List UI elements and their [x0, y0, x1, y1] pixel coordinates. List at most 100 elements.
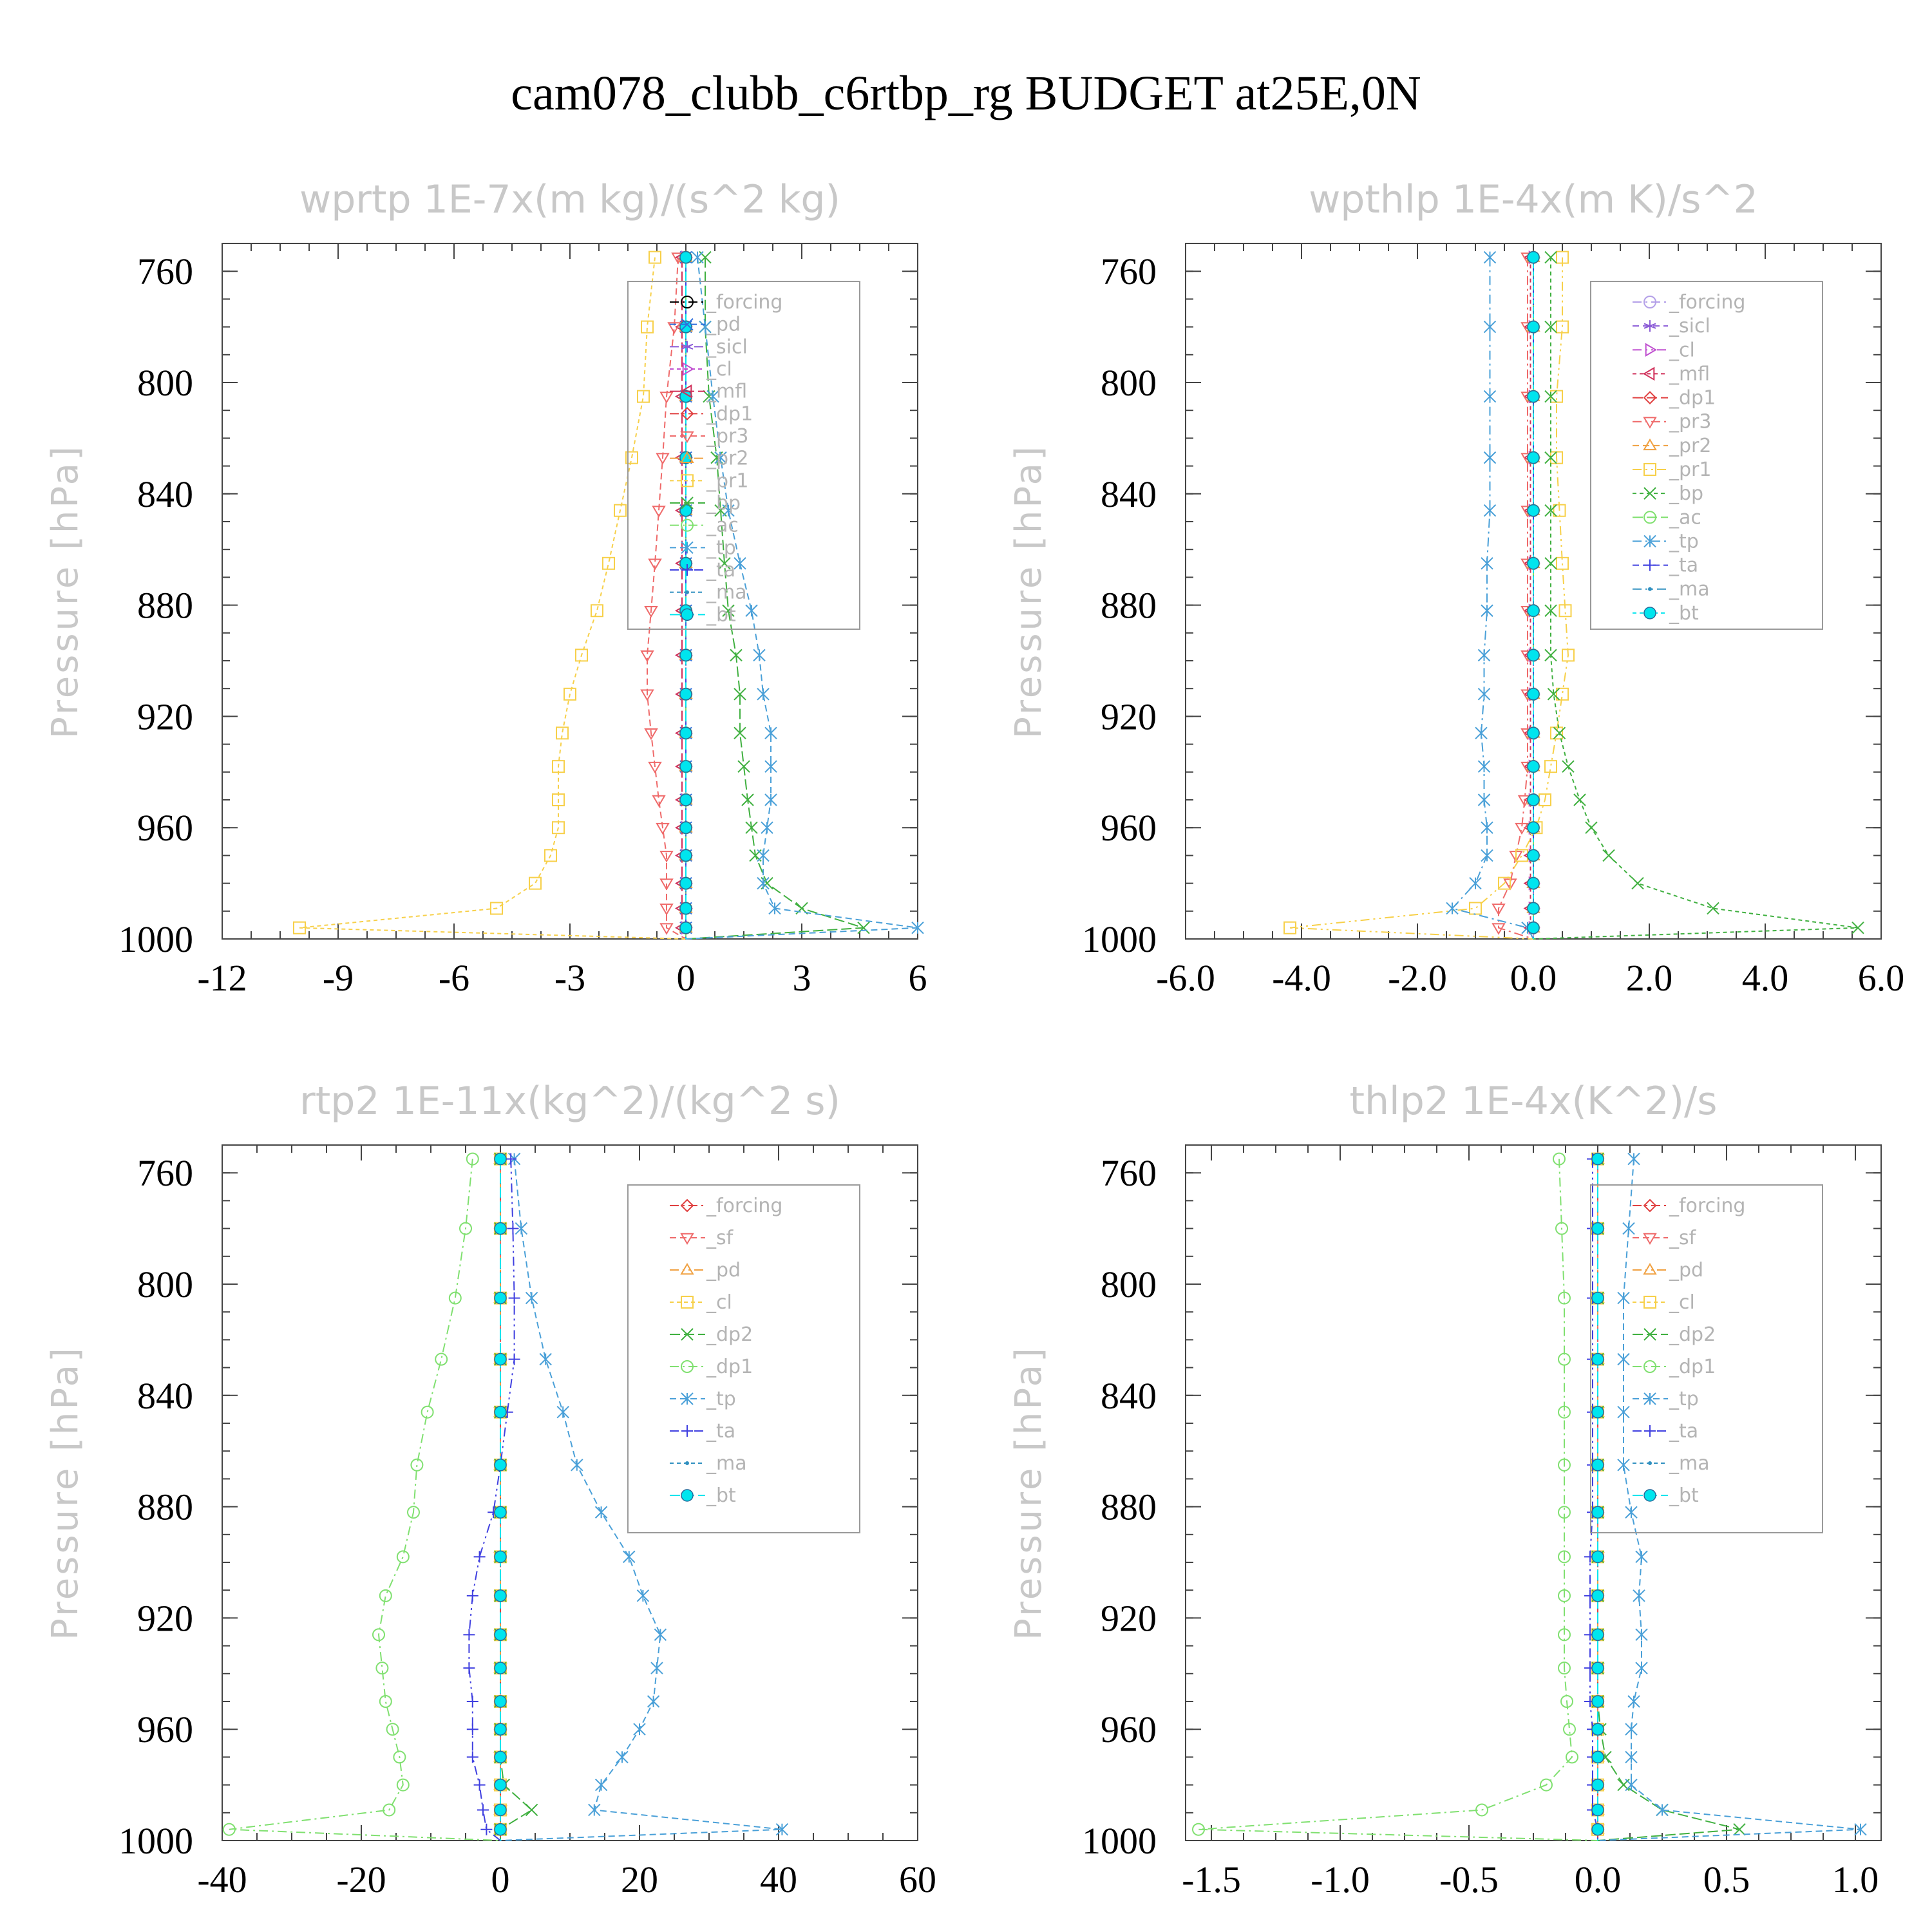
data-point	[507, 1222, 519, 1235]
data-point	[1558, 1506, 1571, 1519]
legend-marker	[681, 1360, 694, 1373]
legend-marker	[682, 362, 694, 376]
x-tick-label: 0.0	[1510, 957, 1557, 999]
y-axis-label: Pressure [hPa]	[44, 1345, 86, 1640]
data-point	[1733, 1823, 1746, 1836]
legend-marker	[1643, 1263, 1657, 1275]
x-tick-label: -3	[554, 957, 585, 999]
legend-label: _forcing	[706, 291, 782, 314]
legend-label: _ma	[1669, 578, 1710, 601]
y-tick-label: 800	[1101, 362, 1157, 404]
data-point	[1527, 902, 1540, 915]
data-point	[1527, 320, 1540, 334]
y-tick-label: 840	[1101, 473, 1157, 515]
data-point	[745, 821, 758, 834]
legend-label: _dp1	[1669, 1356, 1716, 1378]
legend-marker	[680, 1263, 694, 1275]
data-point	[1547, 688, 1560, 701]
data-point	[602, 556, 615, 570]
series-dp1	[1192, 1152, 1598, 1841]
data-point	[1481, 557, 1493, 570]
x-tick-label: -6.0	[1156, 957, 1215, 999]
data-point	[1558, 1628, 1571, 1642]
series-line	[1589, 1159, 1598, 1841]
legend-marker	[1643, 1392, 1656, 1405]
data-point	[764, 760, 777, 773]
data-point	[757, 849, 770, 862]
data-point	[1544, 504, 1557, 517]
x-tick-label: 4.0	[1742, 957, 1789, 999]
data-point	[544, 849, 557, 862]
series-line	[1533, 257, 1859, 940]
data-point	[679, 649, 692, 662]
legend-marker	[685, 1461, 689, 1465]
legend-label: _ac	[706, 515, 739, 537]
data-point	[1573, 793, 1586, 806]
data-point	[1475, 726, 1488, 740]
data-point	[1527, 793, 1540, 806]
x-tick-label: -4.0	[1272, 957, 1331, 999]
legend-label: _pd	[706, 1259, 741, 1282]
series-dp2	[1591, 1152, 1746, 1841]
data-point	[1555, 1222, 1568, 1235]
data-point	[480, 1823, 493, 1835]
data-point	[393, 1750, 406, 1764]
data-point	[1591, 1662, 1604, 1674]
data-point	[1631, 876, 1644, 890]
legend: _forcing _sf _pd _cl _dp2 _dp1 _tp _ta _ma _bt	[627, 1184, 860, 1533]
legend-marker	[681, 1392, 694, 1405]
y-tick-label: 880	[1101, 585, 1157, 627]
y-tick-label: 1000	[1082, 918, 1157, 960]
data-point	[379, 1589, 392, 1602]
legend-label: _sicl	[1669, 315, 1710, 337]
data-point	[679, 793, 692, 806]
data-point	[625, 451, 638, 464]
data-point	[1560, 1695, 1573, 1708]
data-point	[679, 921, 692, 934]
series-line	[500, 1159, 782, 1841]
data-point	[508, 1292, 520, 1304]
x-tick-label: -9	[323, 957, 354, 999]
y-tick-label: 840	[137, 473, 193, 515]
series-bp	[1533, 251, 1864, 940]
data-point	[1550, 726, 1563, 740]
data-point	[648, 761, 662, 774]
data-point	[386, 1723, 399, 1736]
y-tick-label: 880	[137, 1486, 193, 1528]
series-cl	[681, 250, 693, 939]
data-point	[1544, 557, 1557, 570]
data-point	[679, 251, 692, 264]
series-line	[1530, 257, 1534, 940]
data-point	[679, 726, 692, 740]
legend-marker	[1643, 391, 1657, 404]
y-tick-label: 800	[137, 362, 193, 404]
legend-marker	[680, 431, 694, 443]
data-point	[1527, 760, 1540, 773]
data-point	[1562, 760, 1575, 773]
data-point	[1544, 604, 1557, 617]
data-point	[1854, 1823, 1867, 1836]
data-point	[679, 821, 692, 834]
legend-marker	[1643, 1296, 1656, 1309]
data-point	[679, 876, 692, 890]
legend-label: _ac	[1669, 506, 1701, 529]
series-ta	[463, 1153, 520, 1841]
data-point	[1483, 504, 1497, 517]
data-point	[679, 902, 692, 915]
data-point	[644, 728, 658, 741]
data-point	[1707, 902, 1719, 915]
data-point	[1635, 1662, 1648, 1674]
legend-label: _pr1	[1669, 459, 1711, 481]
x-tick-label: -40	[197, 1859, 247, 1900]
data-point	[623, 1550, 636, 1564]
legend-marker	[681, 317, 694, 331]
data-point	[1635, 1628, 1648, 1642]
legend-marker	[680, 451, 694, 463]
legend-marker	[1644, 559, 1656, 571]
series-pr3	[640, 252, 687, 940]
data-point	[494, 1352, 507, 1366]
data-point	[466, 1589, 478, 1602]
data-point	[1483, 320, 1497, 334]
data-point	[722, 604, 735, 617]
x-tick-label: 0.0	[1575, 1859, 1622, 1900]
